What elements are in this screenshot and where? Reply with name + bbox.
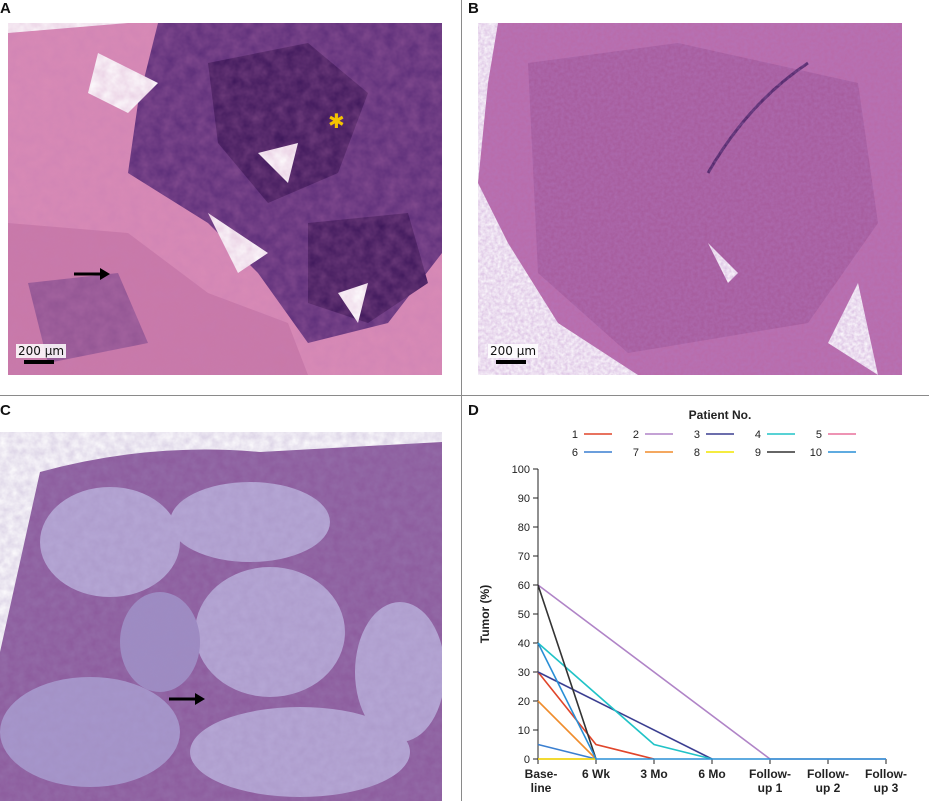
horizontal-divider <box>0 395 929 396</box>
y-tick-label-100: 100 <box>512 464 530 476</box>
series-line-patient-3 <box>537 671 713 760</box>
chart-canvas: Patient No.1 2 3 4 56 7 8 9 10010203040506070809… <box>478 408 907 795</box>
panel-a-tissue-image <box>8 23 442 375</box>
y-tick-label-50: 50 <box>518 609 530 621</box>
series-line-patient-1 <box>537 671 655 760</box>
legend-label-7: 7 <box>633 447 639 459</box>
y-tick-label-10: 10 <box>518 725 530 737</box>
x-tick-label-0-line1: Base- <box>525 767 558 781</box>
x-tick-label-0-line2: line <box>531 781 552 795</box>
panel-c-arrow-icon <box>169 693 205 705</box>
legend-label-3: 3 <box>694 429 700 441</box>
x-tick-label-6-line2: up 3 <box>874 781 899 795</box>
y-tick-label-0: 0 <box>524 754 530 766</box>
x-tick-label-6-line1: Follow- <box>865 767 907 781</box>
panel-d-label: D <box>468 402 479 419</box>
series-line-patient-9 <box>537 584 597 760</box>
panel-a-label: A <box>0 0 11 17</box>
legend-label-6: 6 <box>572 447 578 459</box>
panel-b-label: B <box>468 0 479 17</box>
panel-b-scale-bar <box>496 360 526 364</box>
panel-c-label: C <box>0 402 11 419</box>
series-line-patient-2 <box>537 584 886 760</box>
panel-a-scale-label: 200 μm <box>16 344 67 358</box>
y-tick-label-80: 80 <box>518 522 530 534</box>
x-tick-label-3: 6 Mo <box>698 767 725 781</box>
legend-label-9: 9 <box>755 447 761 459</box>
series-line-patient-7 <box>537 700 597 760</box>
legend-label-10: 10 <box>810 447 822 459</box>
x-tick-label-5-line2: up 2 <box>816 781 841 795</box>
panel-b-scale-label: 200 μm <box>488 344 539 358</box>
x-tick-label-1: 6 Wk <box>582 767 610 781</box>
series-line-patient-6 <box>537 743 597 760</box>
panel-b-tissue-image <box>478 23 902 375</box>
legend-label-1: 1 <box>572 429 578 441</box>
y-axis-label: Tumor (%) <box>478 585 492 643</box>
series-line-patient-4 <box>537 642 713 760</box>
series-line-patient-10 <box>537 642 886 760</box>
y-tick-label-40: 40 <box>518 638 530 650</box>
vertical-divider <box>461 0 462 801</box>
y-tick-label-20: 20 <box>518 696 530 708</box>
y-tick-label-70: 70 <box>518 551 530 563</box>
x-tick-label-5-line1: Follow- <box>807 767 849 781</box>
legend-title: Patient No. <box>689 408 752 422</box>
panel-b-micrograph <box>478 23 902 375</box>
panel-a-arrow-icon <box>74 268 110 280</box>
panel-c-tissue-image <box>0 432 442 801</box>
legend-label-8: 8 <box>694 447 700 459</box>
tumor-percent-chart: Patient No. 1 2 3 4 5 6 7 8 9 10 0 10 20 30 40 50 60 70 80 9… <box>462 396 929 801</box>
legend-label-4: 4 <box>755 429 761 441</box>
panel-a-asterisk-marker: ✱ <box>328 111 345 133</box>
panel-c-micrograph <box>0 432 442 801</box>
y-tick-label-90: 90 <box>518 493 530 505</box>
legend-label-2: 2 <box>633 429 639 441</box>
x-tick-label-4-line2: up 1 <box>758 781 783 795</box>
panel-a-scale-bar <box>24 360 54 364</box>
legend-label-5: 5 <box>816 429 822 441</box>
panel-a-micrograph <box>8 23 442 375</box>
y-tick-label-60: 60 <box>518 580 530 592</box>
x-tick-label-4-line1: Follow- <box>749 767 791 781</box>
x-tick-label-2: 3 Mo <box>640 767 667 781</box>
y-tick-label-30: 30 <box>518 667 530 679</box>
